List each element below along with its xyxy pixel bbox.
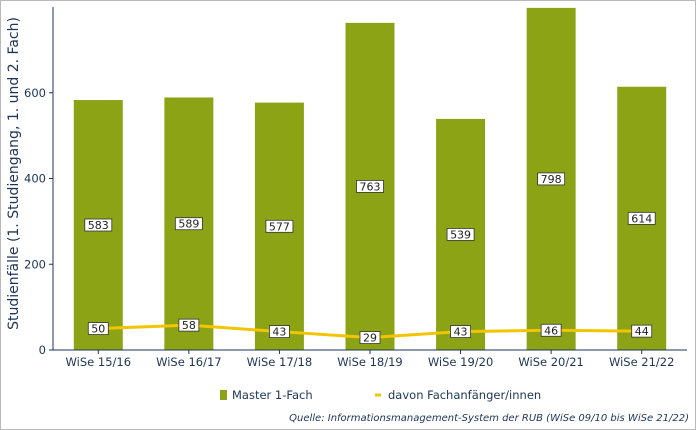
line-value-label-6-box [540, 323, 562, 337]
line-value-label-6-text: 46 [544, 324, 558, 337]
bar-value-label-3-text: 577 [269, 220, 290, 233]
y-ticks-layer: 0 200 400 600 [24, 86, 53, 357]
bar-value-label-7: 614 [627, 211, 656, 225]
bar-value-label-1-box [84, 218, 113, 232]
line-value-label-4-box [359, 331, 381, 344]
legend: Master 1-Fach davon Fachanfänger/innen [220, 388, 541, 402]
y-axis-title: Studienfälle (1. Studiengang, 1. und 2. … [6, 17, 22, 330]
line-value-label-1-box [87, 322, 109, 335]
bar-value-label-5: 539 [446, 228, 475, 241]
line-value-label-2-text: 58 [182, 319, 196, 332]
bar-value-label-2-text: 589 [178, 218, 199, 231]
x-tick-label: WiSe 19/20 [428, 355, 494, 369]
x-tick-label: WiSe 16/17 [156, 355, 222, 369]
x-tick-label: WiSe 20/21 [518, 355, 584, 369]
line-value-label-1-text: 50 [91, 323, 105, 336]
bar-value-label-7-box [627, 211, 656, 225]
line-value-label-5-box [450, 325, 471, 338]
legend-swatch-bars [220, 390, 227, 400]
bar-value-label-4-text: 763 [360, 180, 381, 193]
bar-value-label-4-box [356, 180, 384, 193]
bar-value-label-3-box [265, 219, 294, 233]
line-value-label-5: 43 [450, 325, 471, 339]
y-tick-label: 600 [24, 86, 46, 100]
line-value-label-4: 29 [359, 331, 381, 345]
line-value-label-3-box [269, 325, 290, 338]
x-tick-label: WiSe 21/22 [609, 355, 675, 369]
bar-value-label-6-text: 798 [541, 173, 562, 186]
line-value-label-7-text: 44 [635, 325, 649, 338]
legend-label-bars: Master 1-Fach [232, 388, 313, 402]
bar-value-label-7-text: 614 [631, 212, 652, 225]
y-tick-label: 0 [39, 343, 46, 357]
bar-value-label-5-text: 539 [450, 228, 471, 241]
bar-value-label-6: 798 [537, 172, 566, 186]
line-value-label-4-text: 29 [363, 332, 377, 345]
line-value-label-2: 58 [178, 318, 200, 332]
line-value-label-6: 46 [540, 323, 562, 337]
bar-value-label-5-box [446, 228, 475, 241]
x-ticks-layer: WiSe 15/16 WiSe 16/17 WiSe 17/18 WiSe 18/19… [66, 350, 675, 369]
line-value-label-2-box [178, 318, 200, 332]
y-tick-label: 400 [24, 172, 46, 186]
bar-value-label-1-text: 583 [88, 219, 109, 232]
legend-label-line: davon Fachanfänger/innen [388, 388, 541, 402]
x-tick-label: WiSe 18/19 [337, 355, 403, 369]
bar-value-label-4: 763 [356, 180, 384, 193]
line-value-label-3: 43 [269, 325, 290, 339]
bar-value-label-2-box [174, 217, 203, 231]
bar-value-label-6-box [537, 172, 566, 186]
line-value-label-7-box [631, 324, 653, 338]
y-tick-label: 200 [24, 257, 46, 271]
line-value-label-3-text: 43 [272, 326, 286, 339]
line-value-label-5-text: 43 [454, 326, 468, 339]
line-value-label-1: 50 [87, 322, 109, 336]
bar-value-label-2: 589 [174, 217, 203, 231]
line-value-label-7: 44 [631, 324, 653, 338]
bar-value-label-1: 583 [84, 218, 113, 232]
bars-layer [73, 7, 667, 351]
x-tick-label: WiSe 15/16 [66, 355, 132, 369]
bar-value-label-3: 577 [265, 219, 294, 233]
data-labels-layer: 583 589 577 763 539 798 614 50 58 43 29 43 46 44 [84, 172, 656, 345]
x-tick-label: WiSe 17/18 [247, 355, 313, 369]
source-note: Quelle: Informationsmanagement-System de… [289, 413, 689, 424]
